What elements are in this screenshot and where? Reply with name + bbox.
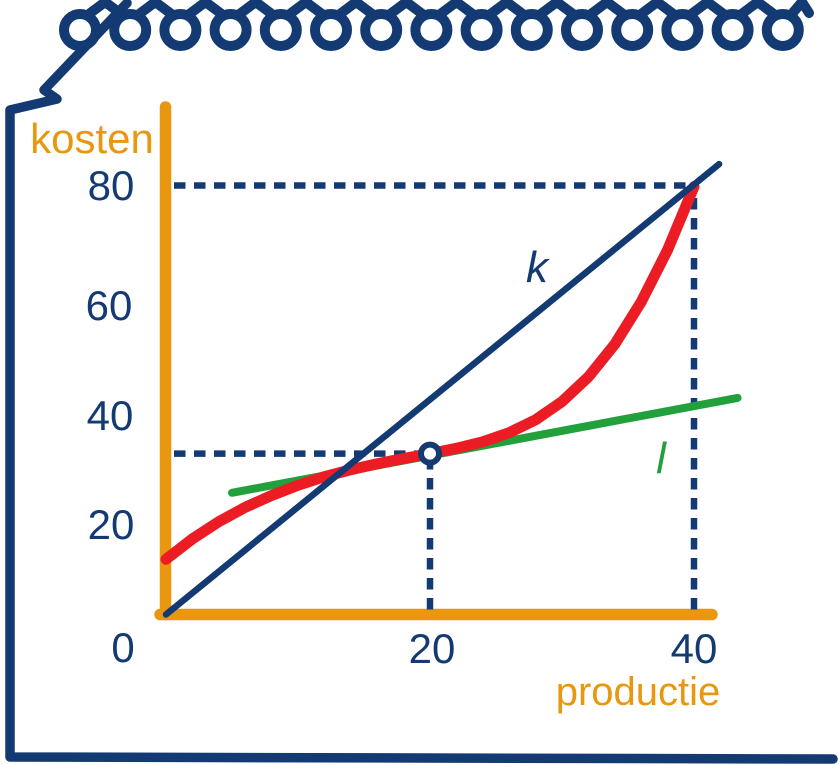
spiral-coil — [661, 9, 704, 51]
tangent-point-marker — [418, 441, 442, 466]
spiral-coil — [460, 9, 503, 51]
l-line-label: l — [656, 434, 666, 483]
spiral-coil — [360, 9, 403, 51]
page-edge — [5, 0, 838, 764]
x-tick-label-20: 20 — [408, 625, 456, 672]
spiral-peaks — [84, 0, 814, 19]
spiral-coil — [209, 9, 252, 51]
dashed-guides — [174, 182, 698, 610]
spiral-binding — [59, 0, 814, 51]
spiral-coil — [159, 9, 202, 51]
y-tick-label-20: 20 — [87, 501, 135, 548]
y-axis-title: kosten — [30, 115, 154, 162]
y-tick-label-60: 60 — [85, 282, 133, 329]
y-tick-label-80: 80 — [87, 162, 135, 209]
spiral-coil — [611, 9, 654, 51]
y-tick-label-40: 40 — [86, 392, 134, 439]
spiral-coil — [510, 9, 553, 51]
spiral-coil — [310, 9, 352, 51]
spiral-coil — [259, 9, 302, 51]
spiral-coil — [761, 9, 804, 51]
k-line — [162, 160, 723, 618]
x-tick-label-40: 40 — [670, 625, 718, 672]
spiral-coil — [109, 9, 152, 51]
series — [160, 160, 742, 618]
x-axis-title: productie — [555, 670, 721, 714]
spiral-coil — [410, 9, 453, 51]
spiral-coil — [561, 9, 603, 51]
k-line-label: k — [526, 243, 548, 292]
spiral-coil — [711, 9, 754, 51]
plot-area — [154, 101, 742, 621]
x-tick-label-0: 0 — [111, 624, 135, 671]
